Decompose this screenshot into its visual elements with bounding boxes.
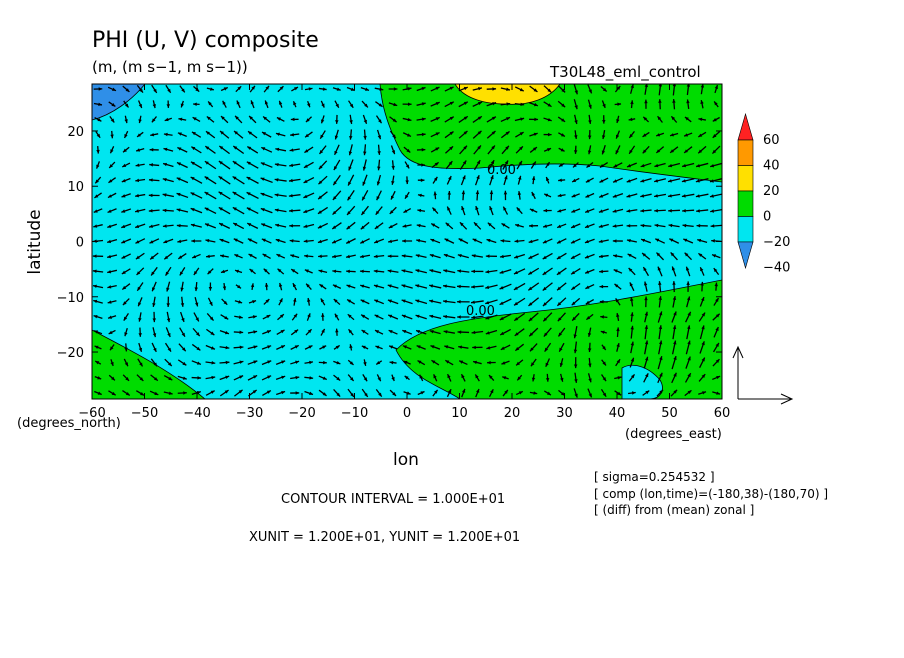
x-tick-label: 60 <box>714 406 731 421</box>
colorbar-label: −40 <box>763 261 790 276</box>
x-unit-label: (degrees_east) <box>625 427 722 442</box>
y-axis-label: latitude <box>25 209 45 274</box>
info-line: [ (diff) from (mean) zonal ] <box>594 503 754 517</box>
reference-vector <box>733 347 792 404</box>
vector-units: XUNIT = 1.200E+01, YUNIT = 1.200E+01 <box>249 530 520 545</box>
colorbar-extend-high <box>738 114 753 140</box>
x-tick-label: 40 <box>609 406 626 421</box>
info-line: [ sigma=0.254532 ] <box>594 470 715 484</box>
x-tick-label: −10 <box>341 406 368 421</box>
y-unit-label: (degrees_north) <box>17 416 121 431</box>
colorbar-segment <box>738 191 753 217</box>
contour-label: 0.00 <box>487 163 516 178</box>
x-tick-label: −30 <box>236 406 263 421</box>
colorbar-label: 0 <box>763 210 771 225</box>
colorbar-segment <box>738 217 753 243</box>
x-axis-label: lon <box>393 450 419 470</box>
y-tick-label: 10 <box>67 180 84 195</box>
colorbar-label: −20 <box>763 235 790 250</box>
colorbar-segment <box>738 166 753 192</box>
colorbar-extend-low <box>738 242 753 268</box>
colorbar-segment <box>738 140 753 166</box>
colorbar-label: 20 <box>763 184 780 199</box>
x-tick-label: −50 <box>131 406 158 421</box>
chart-units: (m, (m s−1, m s−1)) <box>92 58 248 76</box>
y-tick-label: 20 <box>67 125 84 140</box>
x-tick-label: 20 <box>504 406 521 421</box>
x-tick-label: 50 <box>661 406 678 421</box>
plot-area <box>92 83 722 399</box>
x-tick-label: −20 <box>288 406 315 421</box>
x-tick-label: −40 <box>183 406 210 421</box>
y-tick-label: −20 <box>57 346 84 361</box>
x-tick-label: 30 <box>556 406 573 421</box>
colorbar-label: 60 <box>763 133 780 148</box>
colorbar: 60 40 20 0 −20 −40 <box>738 114 790 276</box>
x-tick-label: 10 <box>451 406 468 421</box>
run-label: T30L48_eml_control <box>549 63 701 82</box>
contour-interval: CONTOUR INTERVAL = 1.000E+01 <box>281 492 505 507</box>
y-tick-label: 0 <box>76 236 84 251</box>
x-tick-label: 0 <box>403 406 411 421</box>
info-line: [ comp (lon,time)=(-180,38)-(180,70) ] <box>594 487 828 501</box>
y-tick-label: −10 <box>57 291 84 306</box>
contour-label: 0.00 <box>466 304 495 319</box>
chart-title: PHI (U, V) composite <box>92 28 319 53</box>
colorbar-label: 40 <box>763 159 780 174</box>
